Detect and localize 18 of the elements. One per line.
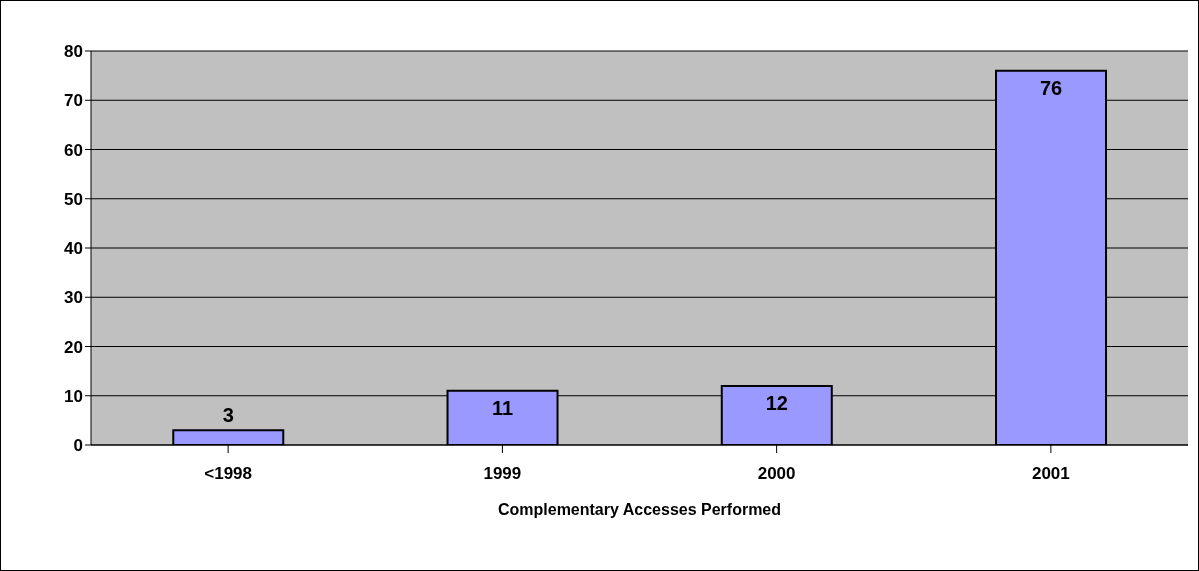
y-tick-label: 20 xyxy=(64,337,83,357)
y-tick-label: 60 xyxy=(64,140,83,160)
y-tick-label: 40 xyxy=(64,239,83,259)
data-label: 11 xyxy=(491,396,514,419)
x-tick-label: 2001 xyxy=(1031,464,1070,484)
x-tick-label: <1998 xyxy=(204,464,252,484)
y-tick-label: 0 xyxy=(73,436,83,456)
y-tick-label: 50 xyxy=(64,189,83,209)
data-label: 3 xyxy=(222,404,234,427)
x-tick-label: 2000 xyxy=(757,464,796,484)
y-tick-label: 70 xyxy=(64,91,83,111)
x-tick-label: 1999 xyxy=(483,464,522,484)
y-tick-label: 10 xyxy=(64,386,83,406)
y-tick-label: 30 xyxy=(64,288,83,308)
data-label: 76 xyxy=(1039,76,1063,99)
x-axis-title: Complementary Accesses Performed xyxy=(497,501,782,518)
y-tick-label: 80 xyxy=(64,42,83,62)
data-label: 12 xyxy=(765,391,788,414)
